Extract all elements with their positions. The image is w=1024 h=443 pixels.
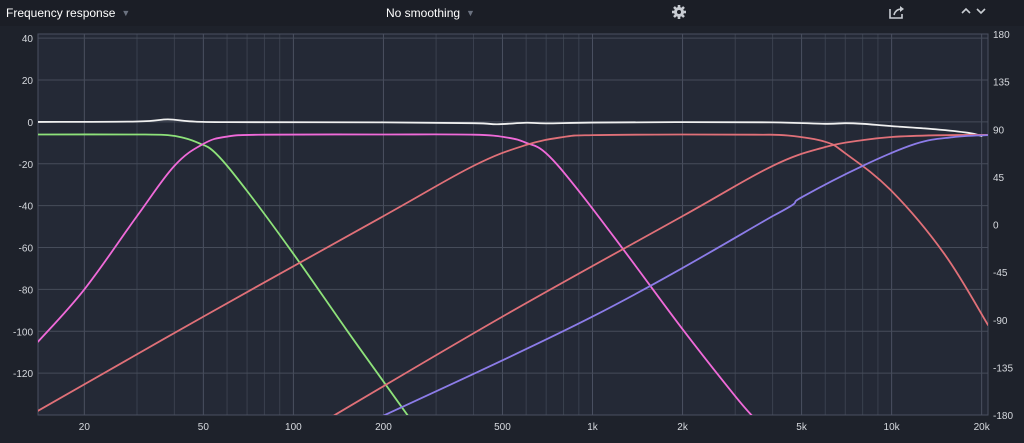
- y2-tick-label: 180: [993, 30, 1010, 41]
- y-tick-label: -40: [19, 202, 34, 213]
- share-icon[interactable]: [888, 4, 906, 20]
- series-line-5: [333, 134, 988, 415]
- plot-border: [37, 33, 989, 416]
- y2-tick-label: 135: [993, 78, 1010, 89]
- y-tick-label: -120: [13, 369, 33, 380]
- y2-axis-ticks: 180 135 90 45 0 -45 -90 -135 -180: [993, 30, 1013, 422]
- y2-tick-label: -180: [993, 411, 1013, 422]
- series-line-1: [38, 118, 983, 137]
- chevron-down-icon: ▼: [121, 8, 131, 18]
- y-tick-label: 0: [27, 118, 33, 129]
- gear-icon[interactable]: [671, 4, 687, 20]
- x-tick-label: 100: [285, 422, 302, 433]
- series-line-4: [38, 133, 988, 412]
- series-line-6: [382, 134, 988, 415]
- series-line-3: [38, 133, 753, 415]
- x-tick-label: 2k: [677, 422, 689, 433]
- x-tick-label: 10k: [884, 422, 901, 433]
- x-tick-label: 50: [198, 422, 210, 433]
- x-axis-ticks: 20 50 100 200 500 1k 2k 5k 10k 20k: [79, 422, 991, 433]
- view-title: Frequency response: [6, 6, 116, 20]
- x-tick-label: 1k: [587, 422, 599, 433]
- series-group: [38, 118, 988, 415]
- y2-tick-label: 90: [993, 125, 1005, 136]
- y-tick-label: -60: [19, 244, 34, 255]
- smoothing-selector[interactable]: No smoothing ▼: [386, 6, 475, 20]
- view-selector[interactable]: Frequency response ▼: [6, 6, 130, 20]
- chevron-down-icon[interactable]: [975, 5, 987, 17]
- y-axis-ticks: 40 20 0 -20 -40 -60 -80 -100 -120: [13, 34, 33, 380]
- plot-background: [38, 34, 988, 415]
- smoothing-label: No smoothing: [386, 6, 461, 20]
- x-tick-label: 20k: [974, 422, 991, 433]
- y2-tick-label: 0: [993, 221, 999, 232]
- y-tick-label: -100: [13, 327, 33, 338]
- x-tick-label: 500: [494, 422, 511, 433]
- chevron-down-icon: ▼: [466, 8, 475, 18]
- x-tick-label: 5k: [796, 422, 808, 433]
- x-tick-label: 20: [79, 422, 91, 433]
- y2-tick-label: -90: [993, 316, 1008, 327]
- y-tick-label: -20: [19, 160, 34, 171]
- y-tick-label: 20: [22, 76, 34, 87]
- x-tick-label: 200: [375, 422, 392, 433]
- y2-tick-label: -45: [993, 268, 1008, 279]
- toolbar: Frequency response ▼ No smoothing ▼: [0, 0, 1024, 26]
- series-line-2: [38, 133, 409, 415]
- y-tick-label: 40: [22, 34, 34, 45]
- y-tick-label: -80: [19, 285, 34, 296]
- y2-tick-label: -135: [993, 363, 1013, 374]
- y2-tick-label: 45: [993, 173, 1005, 184]
- chevron-up-icon[interactable]: [960, 5, 972, 17]
